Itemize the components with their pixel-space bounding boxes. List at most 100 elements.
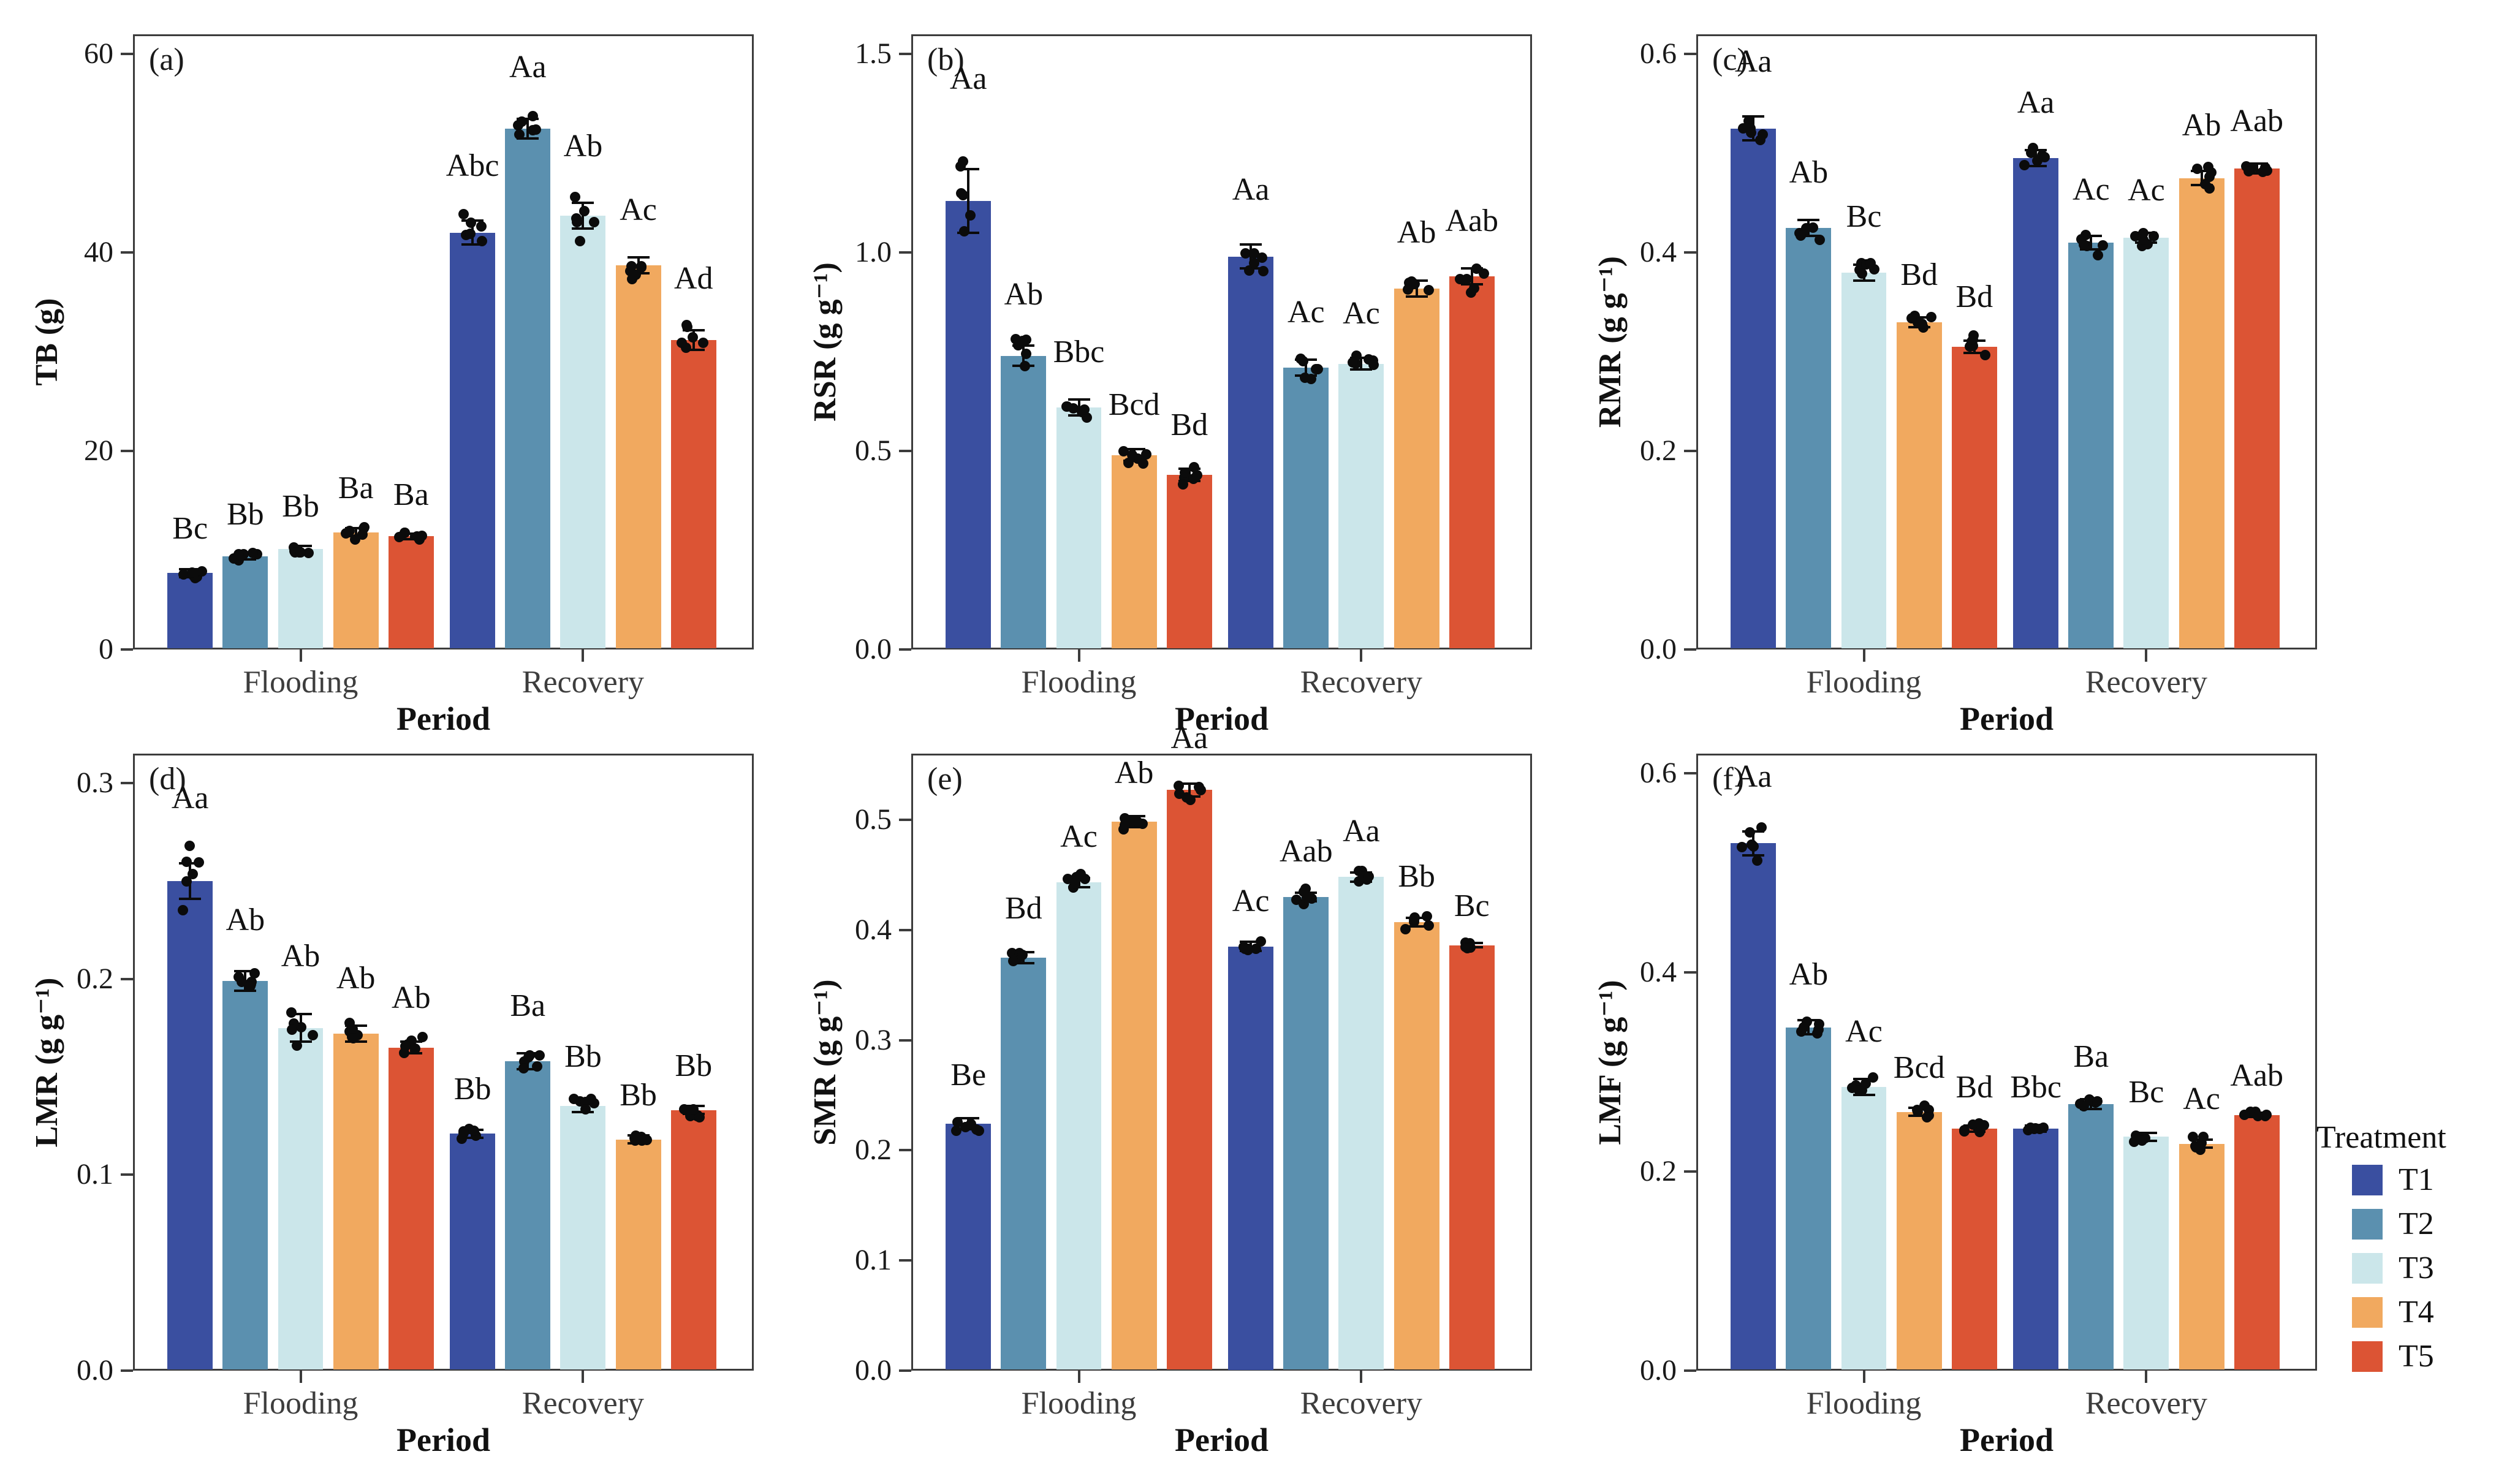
jitter-dot — [417, 1031, 428, 1042]
bar-T4-recovery-b — [1394, 288, 1439, 649]
jitter-dot — [523, 1051, 534, 1062]
bar-T1-recovery-c — [2013, 158, 2059, 649]
jitter-dot — [527, 111, 538, 122]
jitter-dot — [534, 1050, 545, 1061]
bar-T2-recovery-c — [2068, 243, 2114, 649]
sig-letter-T3-recovery-f: Bc — [2128, 1075, 2164, 1110]
jitter-dot — [2030, 1123, 2041, 1134]
jitter-dot — [1748, 841, 1759, 852]
x-tick-mark — [582, 649, 585, 662]
x-tick-label-recovery: Recovery — [1300, 665, 1423, 700]
sig-letter-T3-flooding-e: Ac — [1060, 819, 1098, 855]
jitter-dot — [233, 972, 244, 983]
jitter-dot — [688, 1104, 699, 1115]
y-tick-label: 0.5 — [855, 803, 892, 836]
y-tick-label: 20 — [84, 434, 113, 468]
bar-T4-recovery-e — [1394, 922, 1439, 1370]
y-tick-mark — [121, 251, 133, 254]
x-tick-label-flooding: Flooding — [243, 1386, 358, 1421]
x-tick-mark — [2145, 649, 2148, 662]
error-bar-cap — [1963, 351, 1985, 354]
legend-label-T1: T1 — [2399, 1162, 2434, 1197]
jitter-dot — [177, 905, 188, 916]
y-tick-label: 1.5 — [855, 37, 892, 70]
jitter-dot — [959, 225, 970, 237]
error-bar-cap — [1068, 398, 1090, 401]
sig-letter-T3-recovery-c: Ac — [2128, 173, 2165, 208]
sig-letter-T3-flooding-d: Ab — [281, 938, 320, 974]
jitter-dot — [1755, 134, 1766, 145]
error-bar-cap — [289, 544, 312, 547]
sig-letter-T2-recovery-c: Ac — [2072, 172, 2110, 208]
jitter-dot — [642, 1135, 653, 1146]
jitter-dot — [1256, 252, 1267, 263]
bar-T5-flooding-d — [388, 1047, 434, 1370]
y-tick-label: 0.0 — [77, 1354, 113, 1387]
sig-letter-T4-flooding-c: Bd — [1900, 257, 1938, 292]
x-axis-label-f: Period — [1960, 1422, 2054, 1458]
jitter-dot — [1348, 357, 1359, 368]
jitter-dot — [1424, 920, 1435, 931]
error-bar — [2200, 171, 2203, 186]
jitter-dot — [2206, 167, 2217, 178]
jitter-dot — [952, 1117, 963, 1128]
bar-T3-recovery-d — [560, 1106, 606, 1370]
sig-letter-T2-recovery-b: Ac — [1287, 294, 1325, 330]
error-bar-cap — [517, 137, 539, 140]
jitter-dot — [1061, 401, 1072, 412]
jitter-dot — [1424, 285, 1435, 296]
jitter-dot — [574, 236, 585, 247]
sig-letter-T4-flooding-d: Ab — [336, 961, 376, 996]
jitter-dot — [1400, 923, 1411, 934]
jitter-dot — [417, 530, 428, 541]
jitter-dot — [971, 1124, 982, 1135]
jitter-dot — [532, 1061, 543, 1072]
jitter-dot — [1409, 914, 1420, 925]
error-bar-cap — [1797, 218, 1820, 221]
x-tick-mark — [1360, 1371, 1363, 1383]
jitter-dot — [1193, 781, 1204, 792]
y-tick-mark — [121, 781, 133, 784]
sig-letter-T2-flooding-b: Ab — [1004, 277, 1044, 312]
sig-letter-T1-flooding-b: Aa — [949, 61, 987, 96]
x-tick-label-flooding: Flooding — [1021, 1386, 1137, 1421]
jitter-dot — [1752, 855, 1763, 866]
jitter-dot — [1069, 878, 1080, 889]
jitter-dot — [2261, 165, 2272, 176]
y-tick-mark — [899, 53, 911, 56]
error-bar-cap — [2080, 234, 2103, 237]
panel-tag-e: (e) — [927, 762, 963, 797]
error-bar-cap — [1797, 1033, 1820, 1036]
legend-item-T4: T4 — [2352, 1297, 2500, 1328]
jitter-dot — [187, 567, 198, 578]
sig-letter-T4-flooding-e: Ab — [1114, 755, 1154, 791]
jitter-dot — [528, 125, 539, 136]
bar-T4-recovery-d — [615, 1139, 661, 1370]
bar-T2-recovery-a — [505, 128, 551, 649]
sig-letter-T4-recovery-c: Ab — [2182, 108, 2221, 143]
bar-T4-flooding-a — [333, 532, 379, 649]
y-tick-mark — [899, 1149, 911, 1152]
y-tick-label: 1.0 — [855, 236, 892, 269]
x-tick-label-flooding: Flooding — [243, 665, 358, 700]
sig-letter-T4-flooding-f: Bcd — [1893, 1050, 1945, 1085]
jitter-dot — [512, 119, 523, 131]
bar-T2-recovery-f — [2068, 1104, 2114, 1370]
error-bar — [1360, 357, 1363, 370]
bar-T1-flooding-d — [167, 880, 213, 1370]
jitter-dot — [1291, 894, 1302, 905]
x-axis-label-a: Period — [396, 700, 490, 737]
y-tick-label: 0.6 — [1640, 37, 1677, 70]
x-tick-label-flooding: Flooding — [1806, 1386, 1922, 1421]
jitter-dot — [410, 1043, 421, 1054]
sig-letter-T5-flooding-f: Bd — [1955, 1069, 1993, 1105]
jitter-dot — [1180, 467, 1191, 478]
jitter-dot — [518, 1062, 529, 1073]
panel-tag-a: (a) — [149, 42, 184, 77]
jitter-dot — [1137, 458, 1148, 469]
jitter-dot — [2092, 249, 2103, 260]
jitter-dot — [1860, 1078, 1871, 1089]
jitter-dot — [1248, 248, 1259, 259]
bar-T5-flooding-b — [1166, 474, 1212, 649]
bar-T4-recovery-f — [2179, 1143, 2224, 1370]
